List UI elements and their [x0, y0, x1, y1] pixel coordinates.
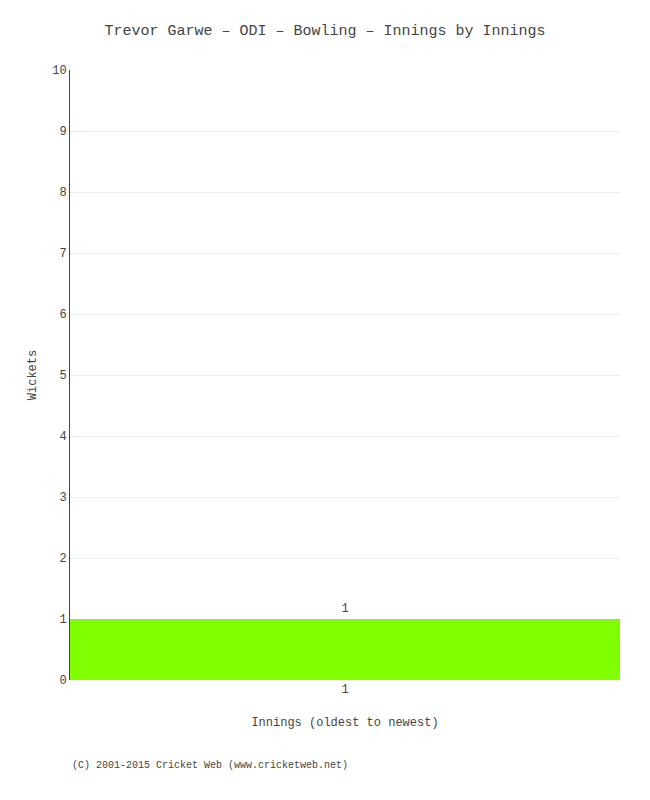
- svg-text:9: 9: [59, 125, 66, 139]
- svg-text:2: 2: [59, 552, 66, 566]
- svg-text:1: 1: [341, 683, 348, 697]
- svg-text:8: 8: [59, 186, 66, 200]
- svg-text:Wickets: Wickets: [26, 350, 40, 400]
- svg-text:7: 7: [59, 247, 66, 261]
- svg-text:10: 10: [52, 64, 66, 78]
- svg-text:1: 1: [59, 613, 66, 627]
- svg-text:1: 1: [341, 602, 348, 616]
- svg-text:Trevor Garwe – ODI – Bowling –: Trevor Garwe – ODI – Bowling – Innings b…: [104, 23, 545, 40]
- svg-text:5: 5: [59, 369, 66, 383]
- svg-text:(C) 2001-2015 Cricket Web (www: (C) 2001-2015 Cricket Web (www.cricketwe…: [72, 760, 348, 771]
- svg-text:Innings (oldest to newest): Innings (oldest to newest): [251, 716, 438, 730]
- svg-text:4: 4: [59, 430, 66, 444]
- svg-text:3: 3: [59, 491, 66, 505]
- svg-text:0: 0: [59, 674, 66, 688]
- svg-text:6: 6: [59, 308, 66, 322]
